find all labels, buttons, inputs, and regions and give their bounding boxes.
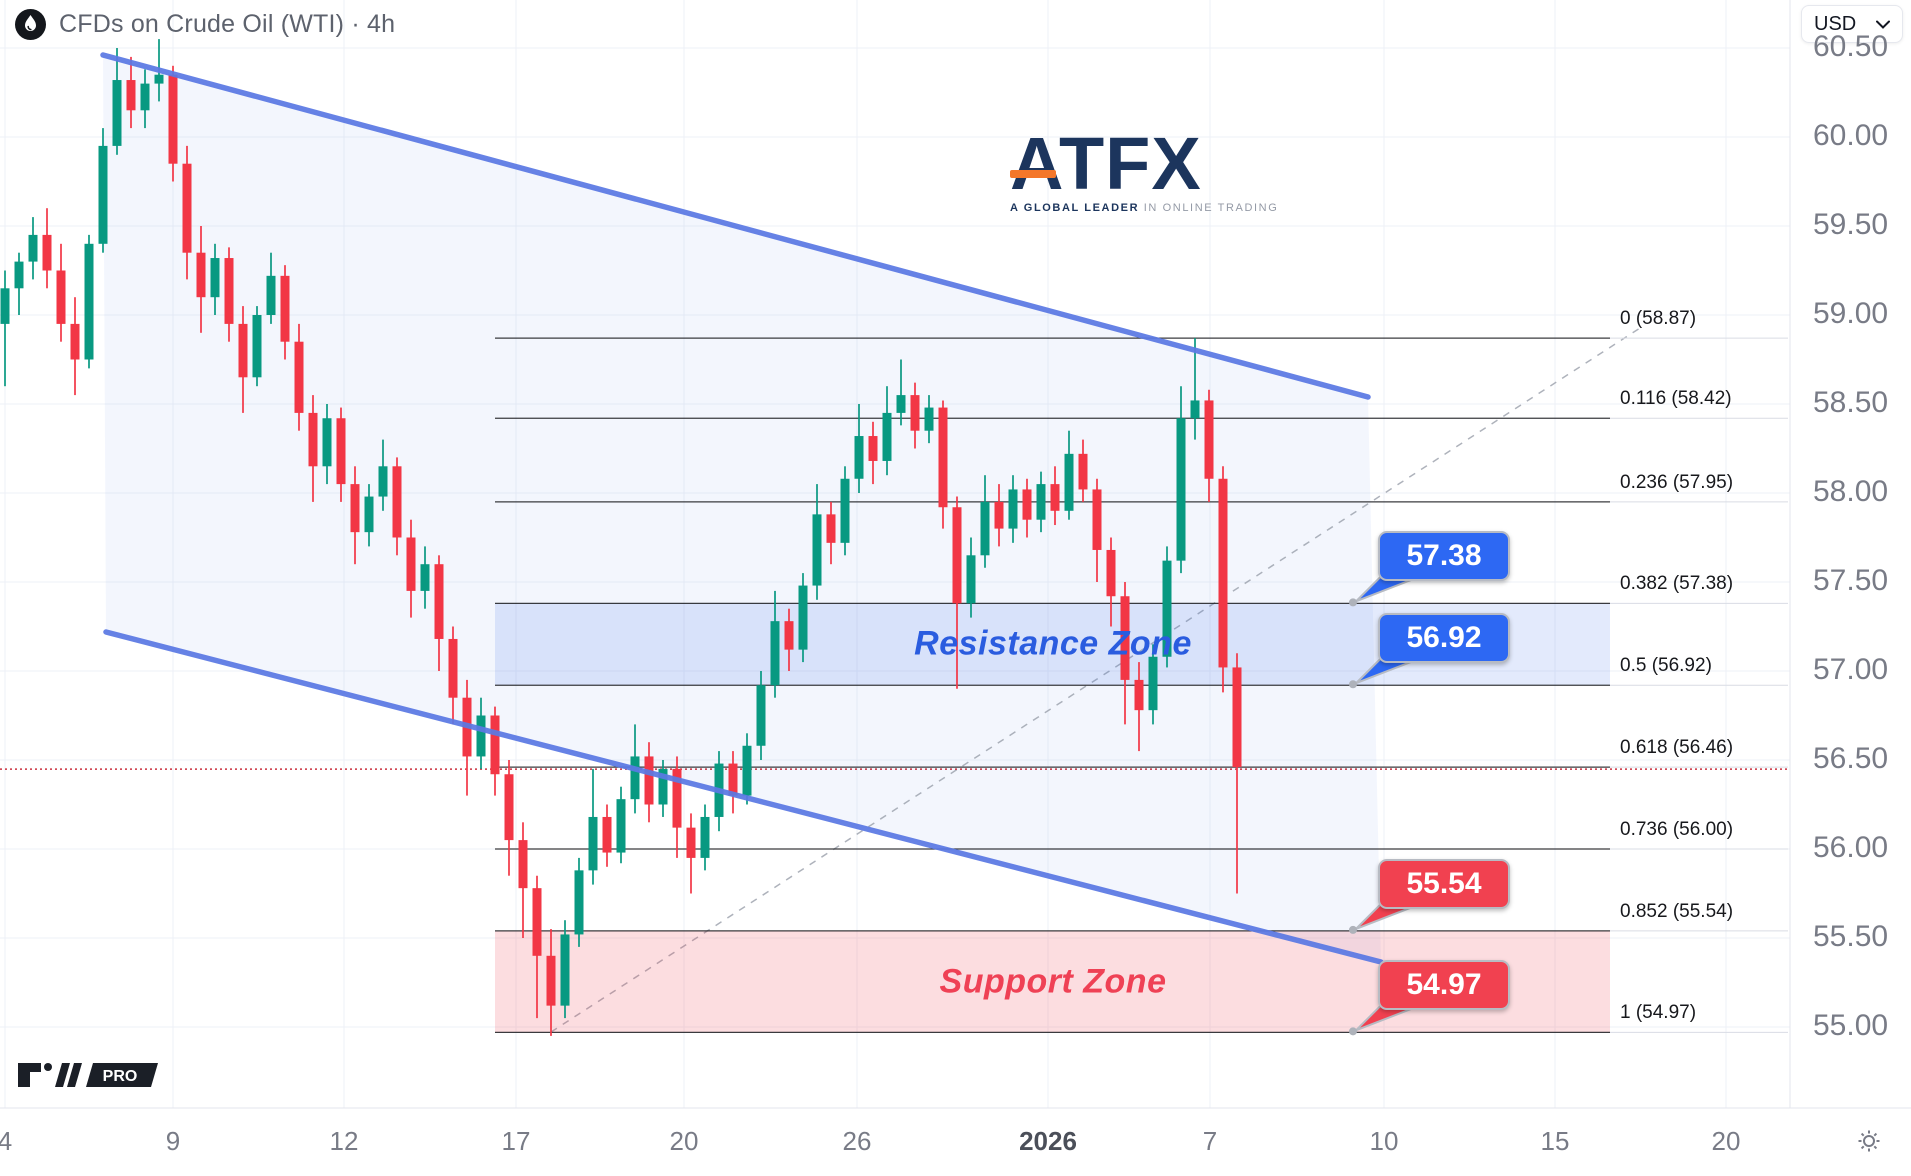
time-tick-label: 2026	[1019, 1126, 1077, 1156]
time-tick-label: 17	[501, 1126, 531, 1156]
tradingview-logo[interactable]: PRO	[16, 1060, 166, 1095]
price-tick-label: 58.50	[1813, 386, 1889, 419]
price-tick-label: 57.00	[1813, 653, 1889, 686]
time-tick-label: 7	[1202, 1126, 1218, 1156]
time-tick-label: 10	[1369, 1126, 1399, 1156]
price-tick-label: 55.00	[1813, 1009, 1889, 1042]
fib-level-label: 0.852 (55.54)	[1620, 900, 1734, 922]
pro-badge: PRO	[103, 1068, 138, 1085]
time-tick-label: 26	[842, 1126, 872, 1156]
currency-dropdown[interactable]: USD	[1801, 5, 1903, 43]
price-tick-label: 55.50	[1813, 920, 1889, 953]
fib-level-label: 0.116 (58.42)	[1620, 388, 1732, 410]
price-bubble-5738: 57.38	[1378, 531, 1510, 582]
fib-level-label: 0.236 (57.95)	[1620, 471, 1734, 493]
price-bubble-5692: 56.92	[1378, 613, 1510, 664]
time-tick-label: 9	[165, 1126, 181, 1156]
price-tick-label: 56.00	[1813, 831, 1889, 864]
support-zone-label: Support Zone	[939, 962, 1167, 1001]
time-tick-label: 15	[1540, 1126, 1570, 1156]
fib-level-label: 0.618 (56.46)	[1620, 737, 1734, 759]
price-bubble-5497: 54.97	[1378, 960, 1510, 1011]
time-tick-label: 12	[329, 1126, 359, 1156]
price-tick-label: 59.50	[1813, 208, 1889, 241]
price-bubble-5554: 55.54	[1378, 858, 1510, 909]
currency-value: USD	[1814, 12, 1857, 35]
crude-oil-icon	[15, 9, 46, 40]
price-tick-label: 60.50	[1813, 30, 1889, 63]
fib-level-label: 0.5 (56.92)	[1620, 655, 1712, 677]
price-tick-label: 59.00	[1813, 297, 1889, 330]
atfx-tagline: A GLOBAL LEADER IN ONLINE TRADING	[1010, 202, 1279, 214]
time-tick-label: 20	[669, 1126, 699, 1156]
symbol-title-bar: CFDs on Crude Oil (WTI) · 4h	[14, 8, 395, 41]
fib-level-label: 0.736 (56.00)	[1620, 819, 1734, 840]
chevron-down-icon	[1876, 20, 1890, 29]
atfx-orange-bar	[1010, 170, 1056, 178]
fib-level-label: 0.382 (57.38)	[1620, 573, 1734, 595]
symbol-title: CFDs on Crude Oil (WTI) · 4h	[59, 10, 396, 38]
price-tick-label: 58.00	[1813, 475, 1889, 508]
time-tick-label: 20	[1711, 1126, 1741, 1156]
price-tick-label: 57.50	[1813, 564, 1889, 597]
atfx-watermark: ATFX A GLOBAL LEADER IN ONLINE TRADING	[1010, 122, 1279, 214]
price-tick-label: 56.50	[1813, 742, 1889, 775]
fib-level-label: 1 (54.97)	[1620, 1002, 1697, 1024]
atfx-wordmark: ATFX	[1010, 122, 1202, 205]
fib-level-label: 0 (58.87)	[1620, 308, 1697, 330]
time-tick-label: 4	[0, 1126, 13, 1156]
settings-gear-icon[interactable]	[1855, 1127, 1883, 1160]
resistance-zone-label: Resistance Zone	[914, 624, 1192, 663]
price-tick-label: 60.00	[1813, 119, 1889, 152]
